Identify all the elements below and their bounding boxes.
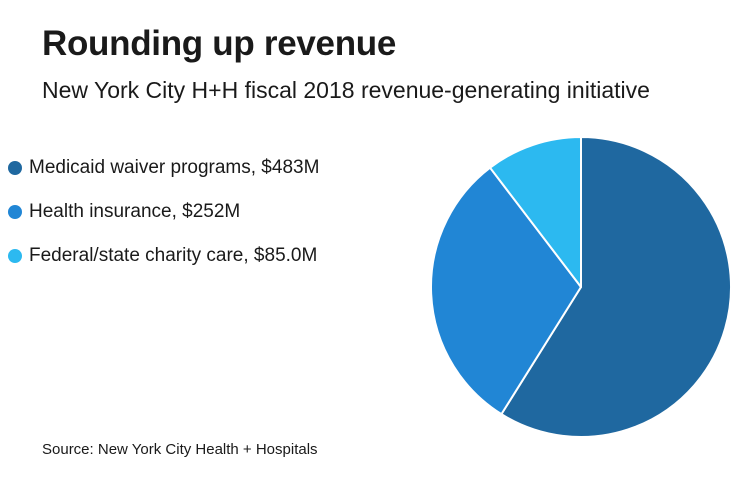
legend-item-health-insurance: Health insurance, $252M [8,197,319,227]
chart-title: Rounding up revenue [42,24,397,63]
legend-swatch-health-insurance [8,205,22,219]
legend-item-charity-care: Federal/state charity care, $85.0M [8,241,319,271]
legend-label-charity-care: Federal/state charity care, $85.0M [29,245,318,266]
pie-slice-medicaid [500,136,732,438]
legend-swatch-medicaid [8,161,22,175]
legend: Medicaid waiver programs, $483M Health i… [8,153,319,285]
source-note: Source: New York City Health + Hospitals [42,441,318,458]
legend-item-medicaid: Medicaid waiver programs, $483M [8,153,319,183]
pie-slice-charity-care [489,136,582,288]
legend-label-medicaid: Medicaid waiver programs, $483M [29,157,320,178]
legend-label-health-insurance: Health insurance, $252M [29,201,241,222]
pie-slice-health-insurance [430,166,582,416]
legend-swatch-charity-care [8,249,22,263]
chart-subtitle: New York City H+H fiscal 2018 revenue-ge… [42,77,650,103]
